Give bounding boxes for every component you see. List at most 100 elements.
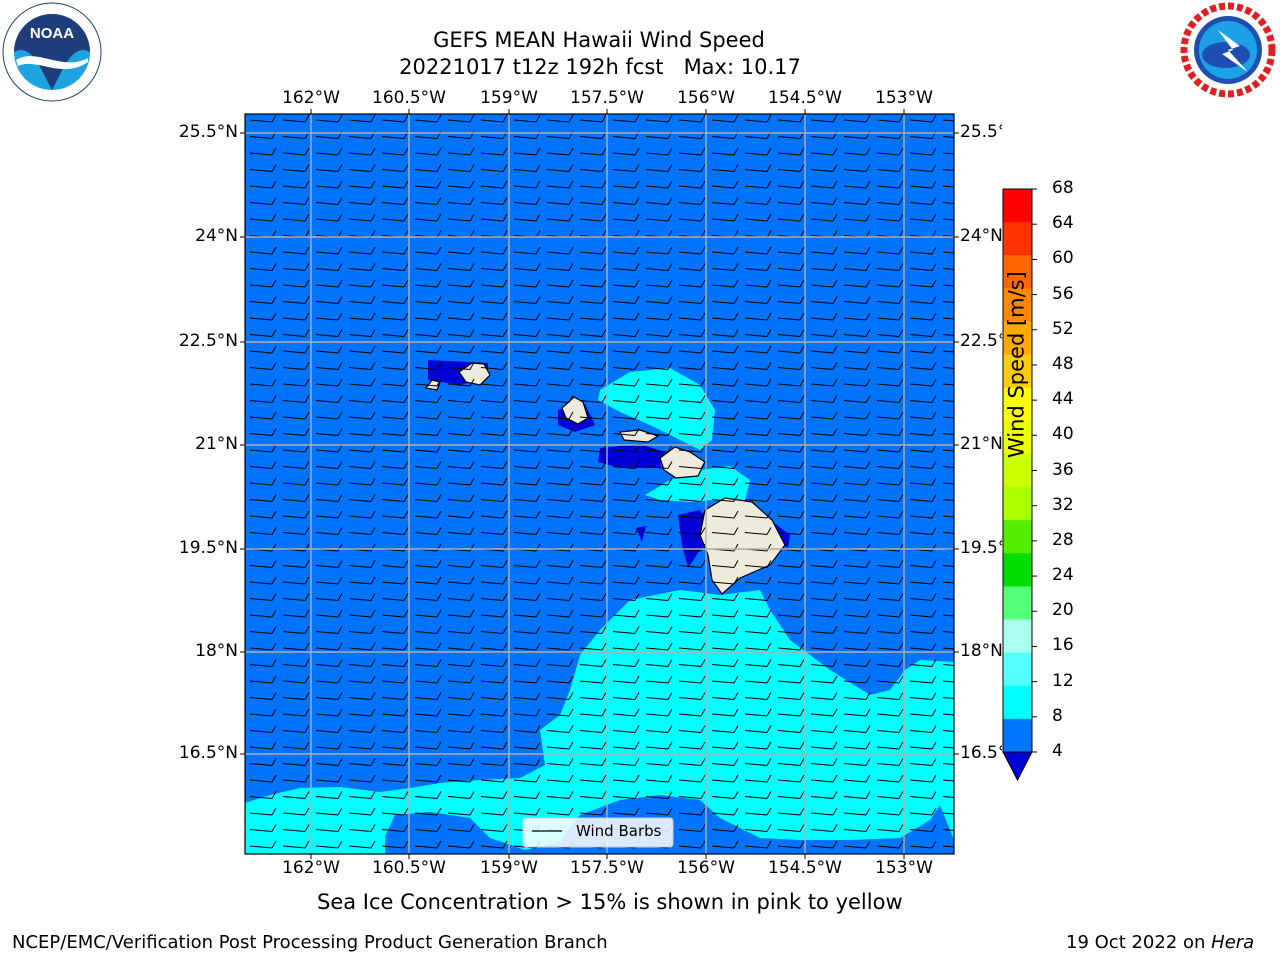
wind-barb (645, 164, 673, 172)
wind-barb (414, 692, 442, 700)
wind-barb (777, 642, 805, 651)
colorbar-tick-label: 8 (1052, 705, 1063, 726)
wind-barb (249, 114, 277, 123)
wind-barb (249, 675, 277, 684)
wind-barb (579, 791, 607, 799)
wind-barb (282, 626, 310, 634)
wind-barb (315, 725, 343, 733)
lon-tick-label-bottom: 154.5°W (768, 858, 842, 878)
wind-barb (546, 312, 574, 321)
colorbar-segment (1003, 288, 1032, 322)
colorbar-segment (1003, 586, 1032, 621)
colorbar-tick-label: 40 (1052, 424, 1074, 445)
wind-barb (480, 593, 508, 601)
wind-barb (282, 329, 310, 337)
wind-barb (942, 779, 954, 782)
wind-barb (249, 824, 277, 832)
wind-barb (645, 345, 673, 354)
wind-barb (843, 329, 871, 337)
wind-barb (513, 114, 541, 123)
wind-barb (315, 758, 343, 766)
wind-barb (513, 296, 541, 304)
wind-barb (282, 312, 310, 321)
wind-barb (513, 362, 541, 370)
wind-barb (909, 312, 937, 321)
wind-barb (909, 807, 937, 816)
wind-barb (546, 791, 574, 799)
wind-barb (447, 609, 475, 618)
lat-tick-label-left: 16.5°N (178, 743, 238, 763)
wind-barb (678, 494, 706, 502)
wind-barb (843, 197, 871, 205)
wind-barb (942, 812, 954, 815)
wind-barb (348, 494, 376, 502)
wind-barb (942, 350, 954, 353)
wind-barb (546, 494, 574, 502)
wind-barb (942, 647, 954, 650)
wind-barb (777, 659, 805, 667)
wind-barb (612, 675, 640, 684)
wind-barb (711, 428, 739, 436)
wind-barb (249, 411, 277, 420)
wind-barb (480, 642, 508, 651)
colorbar-label: Wind Speed [m/s] (1004, 271, 1029, 458)
wind-barb (645, 378, 673, 387)
wind-barb (810, 164, 838, 172)
wind-barb (447, 164, 475, 172)
wind-barb (480, 197, 508, 205)
wind-barb (678, 527, 706, 535)
wind-barb (843, 560, 871, 568)
wind-barb (645, 675, 673, 684)
wind-barb (876, 807, 904, 816)
wind-barb (843, 213, 871, 222)
wind-barb (777, 114, 805, 123)
wind-barb (942, 515, 954, 518)
wind-barb (414, 296, 442, 304)
wind-barb (513, 279, 541, 288)
wind-barb (348, 213, 376, 222)
wind-barb (645, 428, 673, 436)
lat-tick-label-left: 25.5°N (178, 122, 238, 142)
wind-barb (843, 708, 871, 717)
wind-barb (249, 329, 277, 337)
wind-barb (348, 510, 376, 519)
wind-barb (348, 675, 376, 684)
wind-barb (579, 180, 607, 189)
wind-barb (843, 312, 871, 321)
wind-barb (579, 147, 607, 156)
wind-barb (876, 180, 904, 189)
wind-barb (480, 362, 508, 370)
footer-branch: NCEP/EMC/Verification Post Processing Pr… (12, 932, 608, 953)
wind-barb (744, 725, 772, 733)
wind-barb (843, 147, 871, 156)
wind-barb (843, 263, 871, 271)
wind-barb (447, 279, 475, 288)
wind-barb (612, 296, 640, 304)
wind-barb (282, 510, 310, 519)
wind-barb (348, 246, 376, 255)
wind-barb (777, 263, 805, 271)
wind-barb (513, 642, 541, 651)
wind-barb (909, 395, 937, 403)
wind-barb (546, 164, 574, 172)
wind-barb (249, 444, 277, 453)
map-panel (245, 114, 954, 854)
wind-barb (414, 147, 442, 156)
wind-barb (546, 576, 574, 585)
wind-barb (282, 675, 310, 684)
wind-barb (909, 279, 937, 288)
wind-barb (810, 675, 838, 684)
wind-barb (711, 378, 739, 387)
wind-barb (678, 246, 706, 255)
wind-barb (348, 147, 376, 156)
wind-barb (381, 444, 409, 453)
wind-barb (249, 395, 277, 403)
wind-barb (810, 840, 838, 849)
wind-barb (612, 329, 640, 337)
wind-barb (447, 312, 475, 321)
wind-barb (381, 147, 409, 156)
wind-barb (678, 345, 706, 354)
wind-barb (744, 114, 772, 123)
wind-barb (876, 378, 904, 387)
wind-barb (348, 741, 376, 750)
